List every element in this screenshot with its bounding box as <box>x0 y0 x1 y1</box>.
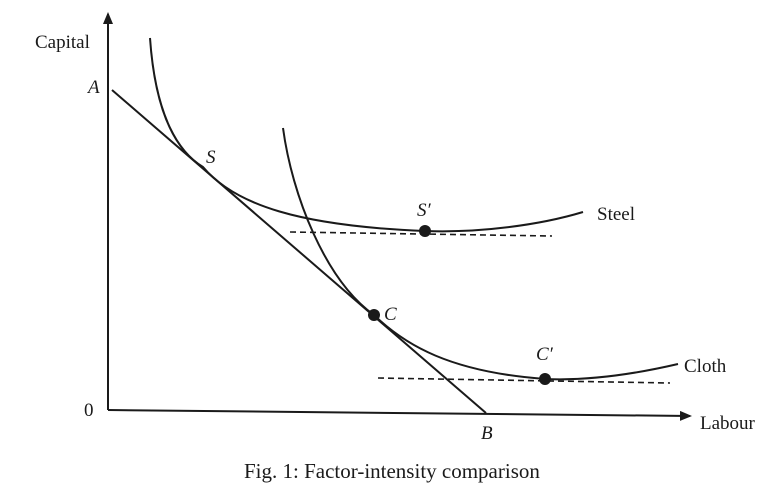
labour-axis-label: Labour <box>700 413 756 434</box>
steel-isoquant <box>149 37 584 233</box>
point-s-label: S <box>206 147 216 168</box>
figure-caption: Fig. 1: Factor-intensity comparison <box>244 459 540 483</box>
point-c-dot <box>368 309 380 321</box>
point-s-prime-label: S′ <box>417 200 432 221</box>
origin-label: 0 <box>84 400 94 421</box>
cloth-isoquant <box>282 127 679 381</box>
labour-axis <box>107 409 692 421</box>
point-b-label: B <box>481 423 493 444</box>
cloth-dashed-line <box>377 377 671 384</box>
point-s-prime-dot <box>419 225 431 237</box>
isocost-line-ab <box>111 89 487 414</box>
point-c-label: C <box>384 304 397 325</box>
point-c-prime-label: C′ <box>536 344 554 365</box>
cloth-curve-label: Cloth <box>684 356 727 377</box>
point-a-label: A <box>86 77 100 98</box>
capital-axis-label: Capital <box>35 32 90 53</box>
steel-curve-label: Steel <box>597 204 635 225</box>
point-c-prime-dot <box>539 373 551 385</box>
